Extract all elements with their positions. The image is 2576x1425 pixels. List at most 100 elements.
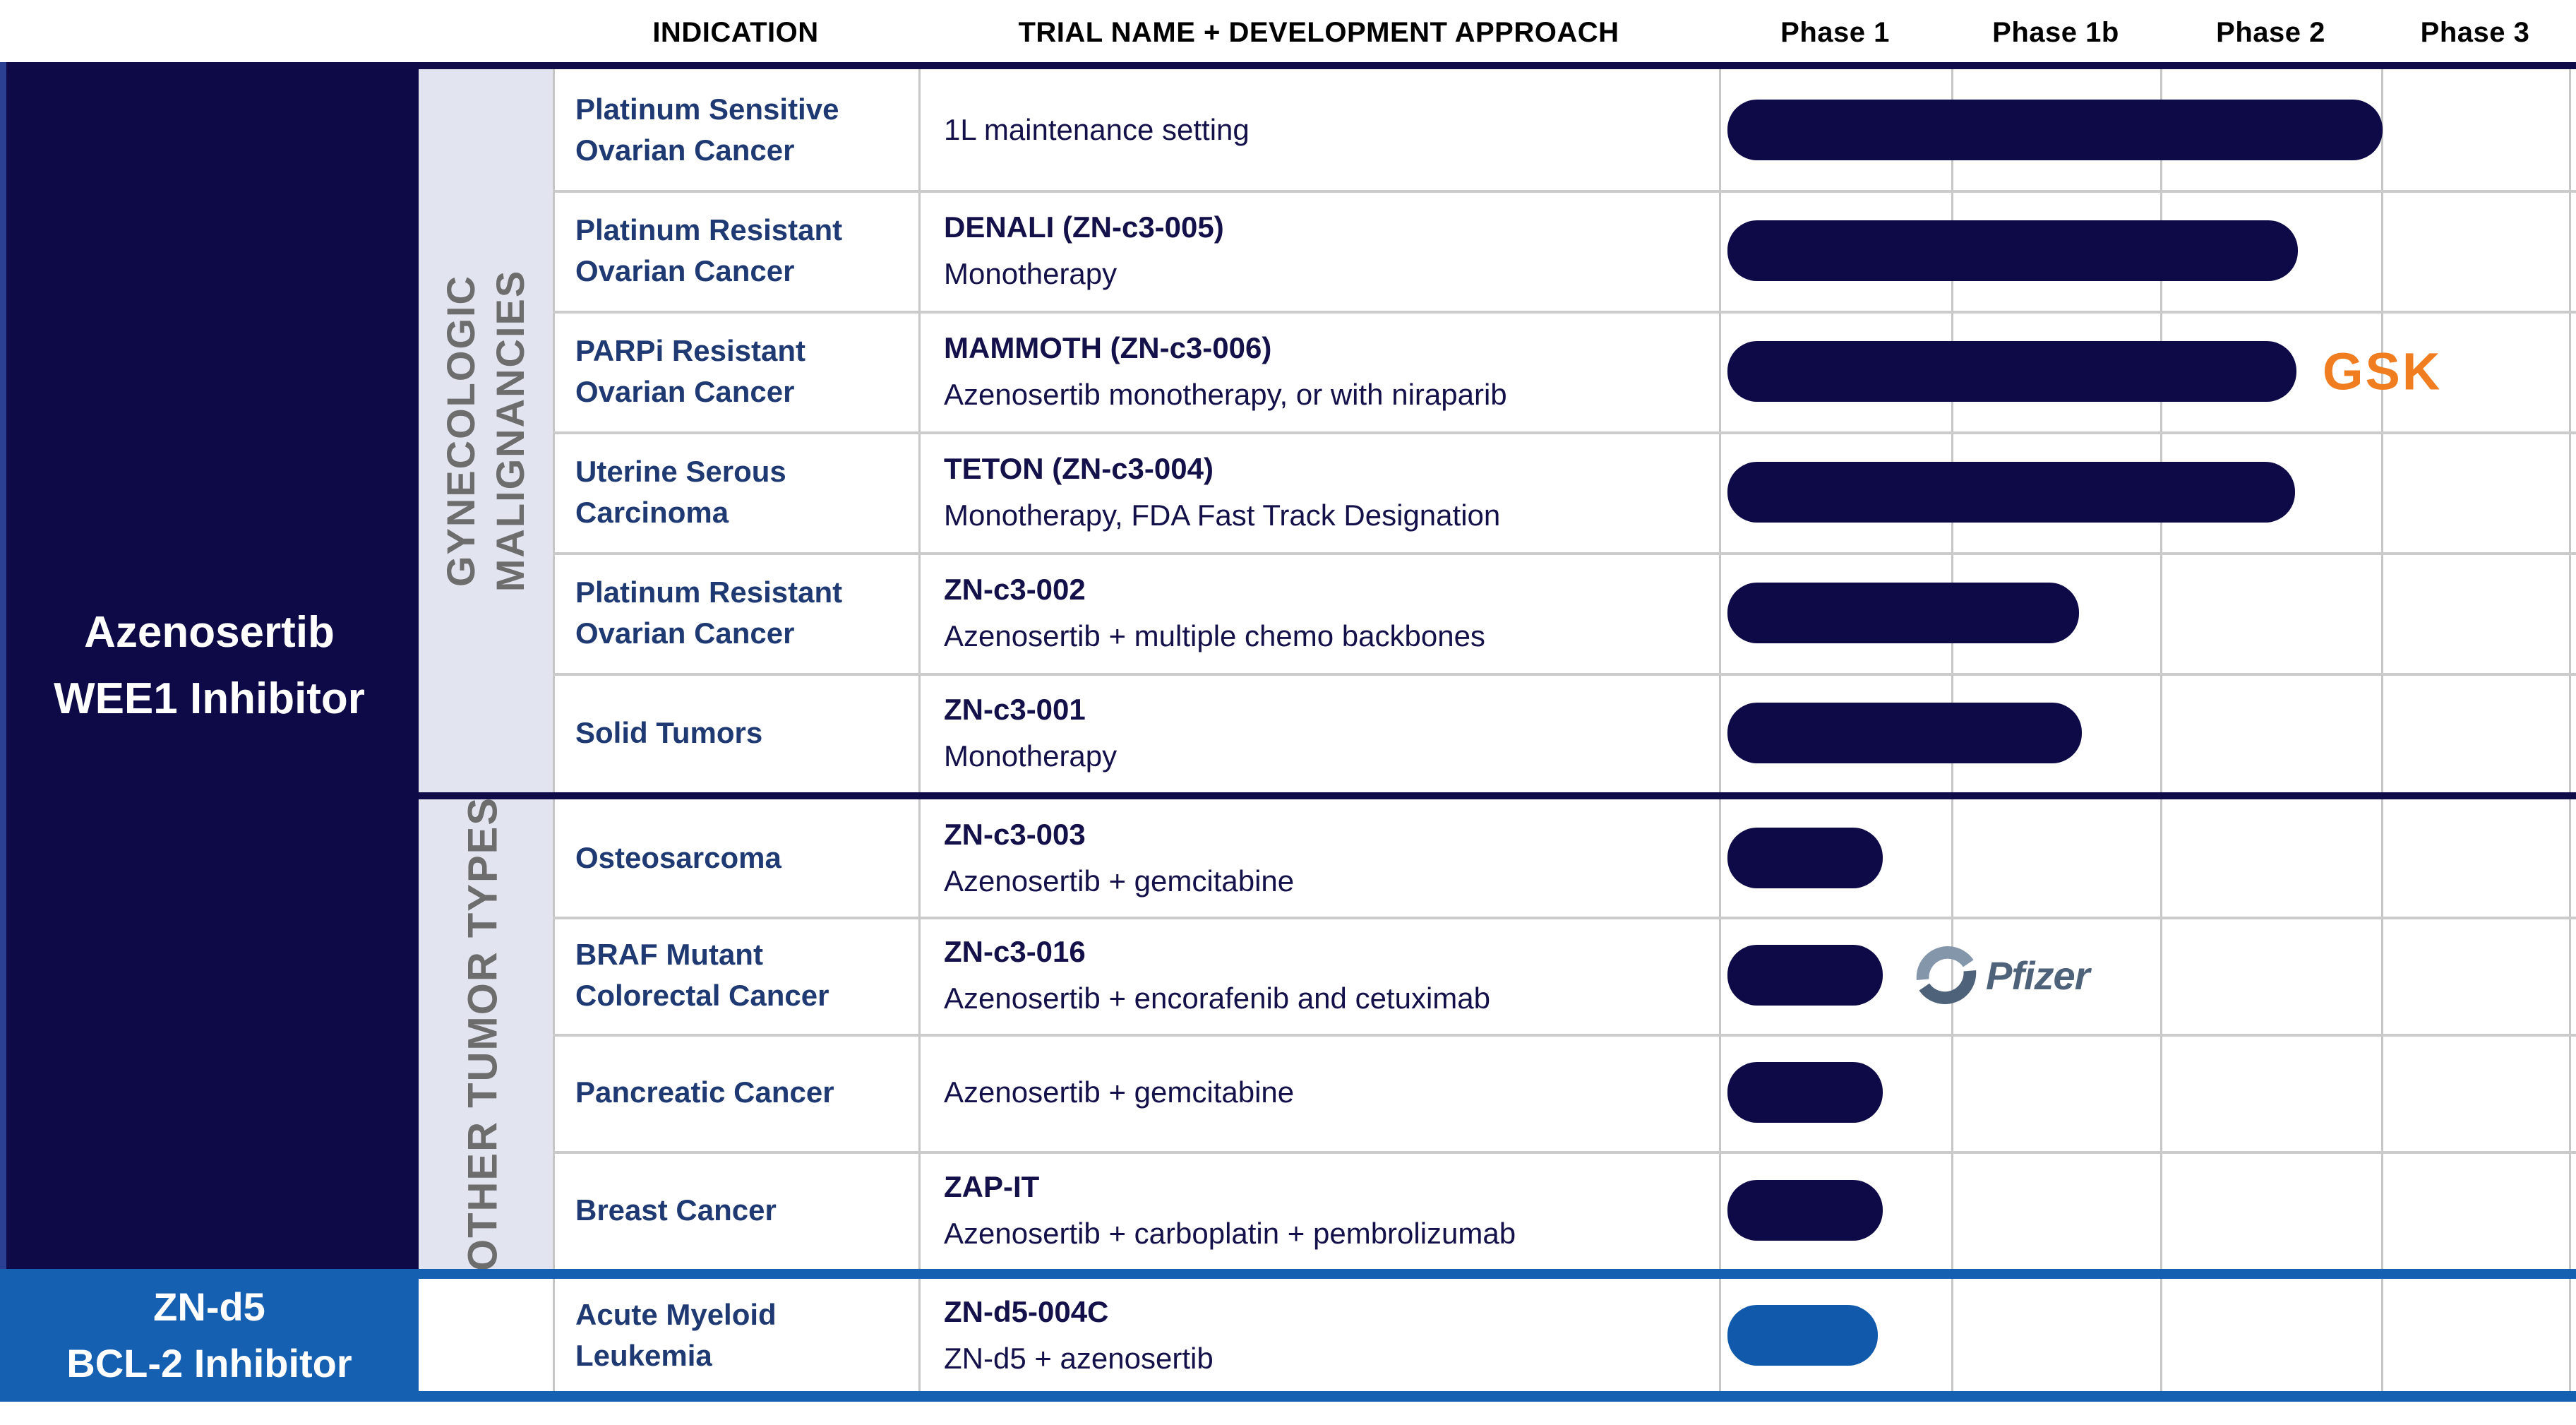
row-separator [553,1151,2576,1154]
trial-name: ZN-c3-002 [944,572,1086,606]
indication-text: Ovarian Cancer [575,133,795,167]
row-separator [553,311,2576,314]
indication-cell: Osteosarcoma [553,799,918,917]
trial-cell: DENALI (ZN-c3-005) Monotherapy [918,190,1719,311]
pfizer-swirl-icon [1916,946,1977,1004]
phase-progress-bar [1727,220,2298,281]
trial-cell: ZAP-IT Azenosertib + carboplatin + pembr… [918,1151,1719,1269]
trial-name: MAMMOTH (ZN-c3-006) [944,330,1272,364]
trial-row: Breast Cancer ZAP-IT Azenosertib + carbo… [0,1151,2576,1269]
indication-text: Colorectal Cancer [575,979,829,1012]
pfizer-partner-logo: Pfizer [1910,938,2090,1012]
trial-cell: ZN-c3-003 Azenosertib + gemcitabine [918,799,1719,917]
program-name: Azenosertib [84,607,335,657]
trial-row: Platinum Sensitive Ovarian Cancer 1L mai… [0,69,2576,190]
indication-text: Platinum Sensitive [575,92,839,126]
indication-text: Platinum Resistant [575,575,843,609]
grid-line-trial [918,69,921,1391]
indication-cell: Pancreatic Cancer [553,1034,918,1151]
indication-text: Platinum Resistant [575,213,843,246]
trial-approach: 1L maintenance setting [944,112,1250,146]
row-separator [553,552,2576,555]
trial-cell: ZN-c3-001 Monotherapy [918,673,1719,792]
indication-text: Leukemia [575,1339,712,1372]
trial-row: Solid Tumors ZN-c3-001 Monotherapy [0,673,2576,792]
section-band-gynecologic [419,69,553,792]
trial-row: PARPi Resistant Ovarian Cancer MAMMOTH (… [0,311,2576,431]
gsk-partner-logo: GSK [2323,342,2443,400]
trial-name: TETON (ZN-c3-004) [944,451,1214,485]
phase-progress-bar [1727,945,1883,1006]
program-block-edge [0,62,6,1269]
indication-text: Solid Tumors [575,715,763,749]
phase-progress-bar [1727,702,2082,763]
znd5-top-rule [0,1269,2576,1279]
indication-text: Osteosarcoma [575,841,781,874]
indication-cell: Uterine Serous Carcinoma [553,431,918,552]
row-separator [553,917,2576,919]
trial-approach: Azenosertib + gemcitabine [944,864,1295,898]
program-block-znd5: ZN-d5 BCL-2 Inhibitor [0,1269,419,1402]
trial-cell: ZN-c3-002 Azenosertib + multiple chemo b… [918,552,1719,673]
trial-cell: ZN-d5-004C ZN-d5 + azenosertib [918,1280,1719,1391]
trial-row: Pancreatic Cancer Azenosertib + gemcitab… [0,1034,2576,1151]
phase-progress-bar [1727,1305,1878,1366]
phase-progress-bar [1727,461,2295,523]
trial-cell: 1L maintenance setting [918,69,1719,190]
znd5-bottom-rule [0,1391,2576,1402]
section-divider-rule [419,792,2576,799]
trial-name: ZN-c3-001 [944,692,1086,726]
indication-cell: Platinum Resistant Ovarian Cancer [553,552,918,673]
trial-approach: Monotherapy, FDA Fast Track Designation [944,498,1501,532]
phase-progress-bar [1727,99,2383,160]
indication-text: Ovarian Cancer [575,374,795,408]
trial-row: Platinum Resistant Ovarian Cancer DENALI… [0,190,2576,311]
indication-cell: Platinum Sensitive Ovarian Cancer [553,69,918,190]
trial-approach: Azenosertib + carboplatin + pembrolizuma… [944,1216,1516,1250]
trial-row: Osteosarcoma ZN-c3-003 Azenosertib + gem… [0,799,2576,917]
indication-cell: BRAF Mutant Colorectal Cancer [553,917,918,1034]
column-header-indication: INDICATION [652,16,819,48]
trial-cell: MAMMOTH (ZN-c3-006) Azenosertib monother… [918,311,1719,431]
trial-row: BRAF Mutant Colorectal Cancer ZN-c3-016 … [0,917,2576,1034]
indication-text: Ovarian Cancer [575,254,795,287]
column-header-phase1: Phase 1 [1780,16,1890,48]
trial-name: ZN-c3-016 [944,935,1086,968]
trial-cell: TETON (ZN-c3-004) Monotherapy, FDA Fast … [918,431,1719,552]
program-name: ZN-d5 [153,1284,265,1329]
grid-line-phase3 [2381,69,2383,1391]
trial-row: Platinum Resistant Ovarian Cancer ZN-c3-… [0,552,2576,673]
trial-name: ZN-d5-004C [944,1295,1109,1328]
indication-cell: PARPi Resistant Ovarian Cancer [553,311,918,431]
program-mechanism: BCL-2 Inhibitor [66,1341,352,1385]
grid-line-indication [553,69,555,1391]
indication-text: BRAF Mutant [575,938,763,971]
indication-text: PARPi Resistant [575,333,805,367]
indication-text: Pancreatic Cancer [575,1075,834,1109]
indication-text: Ovarian Cancer [575,616,795,650]
phase-progress-bar [1727,582,2079,643]
program-mechanism: WEE1 Inhibitor [54,674,365,723]
trial-approach: Azenosertib + encorafenib and cetuximab [944,982,1490,1015]
phase-progress-bar [1727,1062,1883,1123]
trial-approach: Azenosertib + gemcitabine [944,1075,1295,1109]
row-separator [553,431,2576,434]
indication-text: Acute Myeloid [575,1298,777,1331]
row-separator [553,673,2576,676]
header-divider-rule [6,62,2576,69]
trial-approach: ZN-d5 + azenosertib [944,1342,1214,1375]
trial-approach: Monotherapy [944,256,1118,290]
trial-name: ZAP-IT [944,1169,1040,1203]
column-header-phase2: Phase 2 [2216,16,2325,48]
phase-progress-bar [1727,340,2296,402]
trial-cell: Azenosertib + gemcitabine [918,1034,1719,1151]
grid-line-phase1 [1719,69,1721,1391]
indication-cell: Breast Cancer [553,1151,918,1269]
trial-cell: ZN-c3-016 Azenosertib + encorafenib and … [918,917,1719,1034]
trial-approach: Azenosertib monotherapy, or with nirapar… [944,377,1507,411]
indication-cell: Acute Myeloid Leukemia [553,1280,918,1391]
indication-text: Carcinoma [575,495,729,529]
trial-name: ZN-c3-003 [944,818,1086,851]
phase-progress-bar [1727,1179,1883,1241]
